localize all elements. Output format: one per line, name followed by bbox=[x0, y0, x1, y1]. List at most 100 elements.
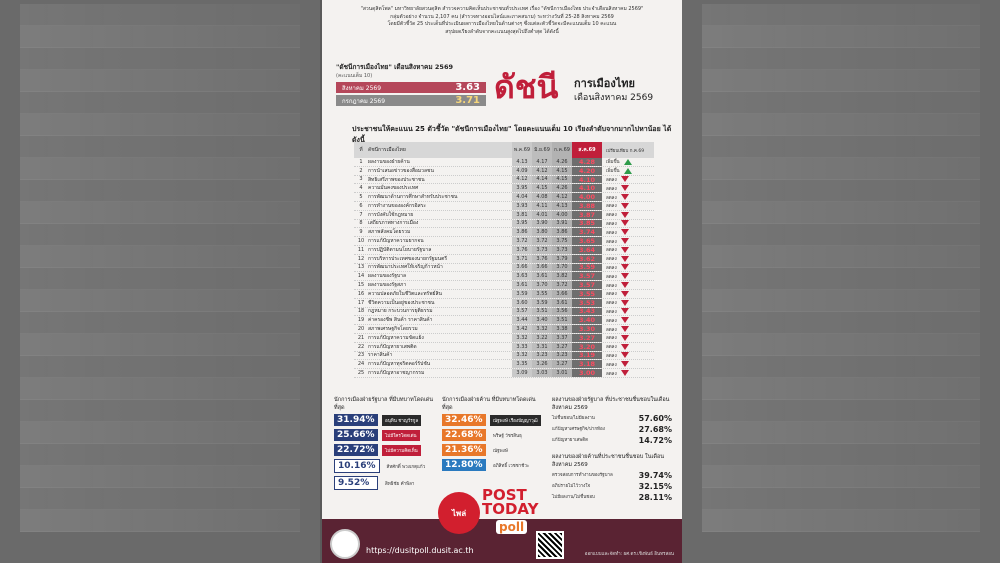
cell-c: 3.51 bbox=[552, 316, 572, 325]
cell-a: 3.44 bbox=[512, 316, 532, 325]
cell-c: 3.82 bbox=[552, 272, 572, 281]
cell-d: 3.40 bbox=[572, 316, 602, 324]
table-row: 9 สภาพสังคมโดยรวม 3.86 3.80 3.86 3.74 ลดลง bbox=[354, 228, 654, 238]
trend-label: ลดลง bbox=[606, 292, 617, 298]
panel-row: อภิปรายไม่ไว้วางใจ 32.15% bbox=[552, 482, 672, 491]
index-bar-value: 3.63 bbox=[455, 82, 480, 93]
index-title: "ดัชนีการเมืองไทย" เดือนสิงหาคม 2569 bbox=[336, 63, 453, 71]
cell-b: 3.03 bbox=[532, 369, 552, 377]
footer-url[interactable]: https://dusitpoll.dusit.ac.th bbox=[366, 546, 474, 555]
cell-name: ความปลอดภัยในชีวิตและทรัพย์สิน bbox=[368, 290, 442, 297]
cell-trend: เพิ่มขึ้น bbox=[602, 167, 650, 174]
table-row: 18 กฎหมาย กระบวนการยุติธรรม 3.57 3.51 3.56 3.… bbox=[354, 307, 654, 317]
cell-b: 3.61 bbox=[532, 272, 552, 281]
table-row: 15 ผลงานของรัฐสภา 3.61 3.70 3.72 3.57 ลดลง bbox=[354, 281, 654, 290]
cell-trend: ลดลง bbox=[602, 238, 650, 245]
panel-label: ไม่มีใครโดดเด่น bbox=[382, 429, 420, 441]
cell-name: การทำงานขององค์กรอิสระ bbox=[368, 202, 427, 209]
cell-trend: ลดลง bbox=[602, 290, 650, 297]
table-row: 20 สภาพเศรษฐกิจโดยรวม 3.42 3.32 3.38 3.30 ลดลง bbox=[354, 325, 654, 334]
cell-b: 3.32 bbox=[532, 325, 552, 333]
arrow-down-icon bbox=[620, 352, 629, 359]
index-bar-value: 3.71 bbox=[455, 95, 480, 106]
trend-label: เพิ่มขึ้น bbox=[606, 169, 620, 175]
cell-no: 11 bbox=[357, 246, 365, 253]
cell-d: 4.10 bbox=[572, 176, 602, 184]
cell-name: กฎหมาย กระบวนการยุติธรรม bbox=[368, 308, 433, 315]
trend-label: ลดลง bbox=[606, 283, 617, 289]
arrow-down-icon bbox=[620, 343, 629, 350]
cell-a: 3.42 bbox=[512, 325, 532, 333]
cell-d: 3.18 bbox=[572, 360, 602, 368]
cell-a: 4.04 bbox=[512, 193, 532, 201]
cell-name: สภาพเศรษฐกิจโดยรวม bbox=[368, 326, 418, 333]
panel-pct: 22.68% bbox=[442, 429, 486, 441]
panel-works: ผลงานของฝ่ายรัฐบาล ที่ประชาชนชื่นชอบในเด… bbox=[552, 396, 672, 504]
cell-c: 4.15 bbox=[552, 166, 572, 175]
header-trend: เปรียบเทียบ ก.ค.69 bbox=[606, 148, 645, 154]
table-intro: ประชาชนให้คะแนน 25 ตัวชี้วัด "ดัชนีการเม… bbox=[352, 125, 672, 144]
panel-pct: 28.11% bbox=[638, 493, 672, 502]
panel-row: 31.94% อนุทิน ชาญวีรกูล bbox=[334, 414, 438, 426]
panel-pct: 21.36% bbox=[442, 444, 486, 456]
cell-no: 17 bbox=[357, 299, 365, 306]
cell-no: 4 bbox=[359, 185, 363, 192]
arrow-down-icon bbox=[620, 361, 629, 368]
trend-label: ลดลง bbox=[606, 265, 617, 271]
panel-title: ผลงานของฝ่ายรัฐบาล ที่ประชาชนชื่นชอบในเด… bbox=[552, 397, 670, 411]
panel-row: 22.72% ไม่มีความคิดเห็น bbox=[334, 444, 438, 456]
cell-no: 25 bbox=[357, 370, 365, 377]
header-no: ที่ bbox=[359, 147, 363, 153]
table-row: 7 การบังคับใช้กฎหมาย 3.81 4.01 4.00 3.87 ลดลง bbox=[354, 211, 654, 220]
cell-no: 8 bbox=[359, 220, 363, 227]
cell-d: 3.59 bbox=[572, 263, 602, 271]
cell-no: 20 bbox=[357, 326, 365, 333]
cell-no: 16 bbox=[357, 290, 365, 297]
cell-a: 3.63 bbox=[512, 272, 532, 281]
header-may: พ.ค.69 bbox=[512, 142, 532, 158]
cell-a: 3.09 bbox=[512, 369, 532, 377]
cell-c: 3.27 bbox=[552, 360, 572, 369]
panel-gov-politicians: นักการเมืองฝ่ายรัฐบาล ที่มีบทบาทโดดเด่นท… bbox=[334, 396, 438, 493]
cell-b: 3.70 bbox=[532, 281, 552, 289]
panel-label: อภิปรายไม่ไว้วางใจ bbox=[552, 484, 591, 489]
cell-c: 3.38 bbox=[552, 325, 572, 333]
cell-b: 3.73 bbox=[532, 245, 552, 254]
cell-a: 3.57 bbox=[512, 307, 532, 316]
arrow-down-icon bbox=[620, 334, 629, 341]
cell-a: 3.95 bbox=[512, 184, 532, 193]
poll-logo: poll bbox=[496, 520, 528, 534]
trend-label: ลดลง bbox=[606, 257, 617, 263]
panel-row: 9.52% สิทธิชัย คำพิลา bbox=[334, 476, 438, 490]
cell-d: 3.30 bbox=[572, 325, 602, 333]
cell-b: 4.14 bbox=[532, 175, 552, 184]
panel-pct: 9.52% bbox=[334, 476, 378, 490]
cell-trend: ลดลง bbox=[602, 334, 650, 341]
cell-name: การแก้ปัญหาความยากจน bbox=[368, 238, 424, 245]
big-title: ดัชนี การเมืองไทย เดือนสิงหาคม 2569 bbox=[494, 58, 674, 108]
header-text: "สวนดุสิตโพล" มหาวิทยาลัยสวนดุสิต สำรวจค… bbox=[322, 0, 682, 36]
cell-no: 5 bbox=[359, 194, 363, 201]
trend-label: ลดลง bbox=[606, 362, 617, 368]
arrow-down-icon bbox=[620, 238, 629, 245]
cell-name: การพัฒนาประเทศให้เจริญก้าวหน้า bbox=[368, 264, 443, 271]
cell-d: 3.88 bbox=[572, 202, 602, 210]
cell-name: สภาพสังคมโดยรวม bbox=[368, 229, 411, 236]
trend-label: ลดลง bbox=[606, 186, 617, 192]
table-row: 22 การแก้ปัญหายาเสพติด 3.33 3.31 3.27 3.20 ลดล… bbox=[354, 343, 654, 352]
cell-trend: ลดลง bbox=[602, 361, 650, 368]
cell-b: 3.72 bbox=[532, 237, 552, 245]
cell-name: ความมั่นคงของประเทศ bbox=[368, 185, 419, 192]
trend-label: ลดลง bbox=[606, 327, 617, 333]
cell-c: 3.27 bbox=[552, 342, 572, 351]
cell-b: 3.31 bbox=[532, 342, 552, 351]
cell-name: ราคาสินค้า bbox=[368, 352, 393, 359]
panel-pct: 12.80% bbox=[442, 459, 486, 471]
header-jul: ก.ค.69 bbox=[552, 142, 572, 158]
cell-name: การบริหารประเทศของนายกรัฐมนตรี bbox=[368, 255, 448, 262]
cell-no: 10 bbox=[357, 238, 365, 245]
cell-a: 4.13 bbox=[512, 158, 532, 166]
panel-row: 10.16% สีหศักดิ์ พวงเกตุแก้ว bbox=[334, 459, 438, 473]
cell-no: 3 bbox=[359, 176, 363, 183]
cell-c: 3.91 bbox=[552, 219, 572, 228]
